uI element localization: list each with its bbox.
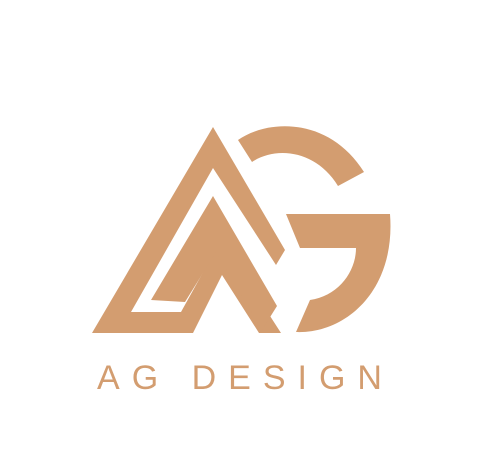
letter-a-inner: [151, 196, 277, 330]
letter-g: [238, 126, 391, 333]
brand-name: AG DESIGN: [97, 359, 394, 397]
